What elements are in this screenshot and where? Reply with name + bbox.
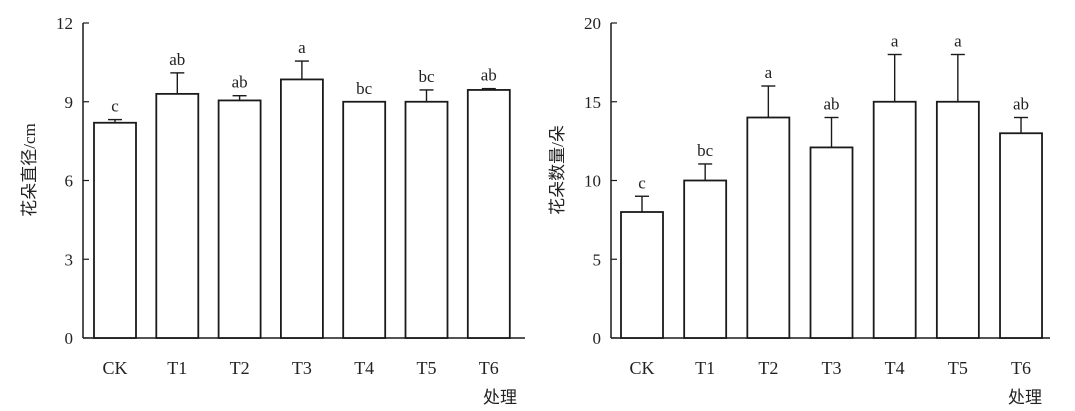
significance-letter-t2: a	[765, 63, 773, 82]
bar-t6	[999, 132, 1043, 339]
bar-ck	[93, 121, 137, 339]
x-tick-label-t6: T6	[1011, 358, 1031, 378]
count-chart: 0 5 10 15 20 花朵数量/朵 c CK bc T1 a T2 ab T3 a T4 a T5 ab T6 处理	[548, 14, 1050, 407]
x-tick-label-t4: T4	[354, 358, 374, 378]
bar-t2	[746, 116, 791, 339]
y-axis-label: 花朵直径/cm	[20, 123, 39, 217]
significance-letter-t5: bc	[418, 67, 435, 86]
x-tick-label-t3: T3	[292, 358, 312, 378]
significance-letter-t6: ab	[1013, 95, 1029, 114]
bar-ck	[620, 211, 664, 339]
significance-letter-t4: a	[891, 32, 899, 51]
bar-t2	[217, 99, 262, 339]
bar-t4	[342, 100, 387, 339]
significance-letter-ck: c	[111, 97, 119, 116]
x-tick-label-t5: T5	[948, 358, 968, 378]
bar-t6	[466, 89, 511, 339]
x-axis-label: 处理	[1008, 388, 1042, 407]
significance-letter-t1: ab	[169, 50, 185, 69]
y-tick-label: 10	[584, 172, 601, 191]
y-tick-label: 9	[65, 93, 74, 112]
bar-t3	[279, 78, 324, 339]
bar-t3	[809, 146, 854, 339]
bar-t5	[404, 100, 449, 339]
significance-letter-t1: bc	[697, 141, 714, 160]
x-tick-label-t1: T1	[167, 358, 187, 378]
y-tick-label: 15	[584, 93, 601, 112]
bar-t4	[872, 100, 917, 339]
x-axis-label: 处理	[483, 388, 517, 407]
x-tick-label-t4: T4	[885, 358, 905, 378]
x-tick-label-ck: CK	[629, 358, 654, 378]
significance-letter-t2: ab	[232, 73, 248, 92]
x-tick-label-ck: CK	[102, 358, 127, 378]
y-tick-label: 0	[65, 329, 74, 348]
x-tick-label-t3: T3	[822, 358, 842, 378]
significance-letter-t5: a	[954, 32, 962, 51]
diameter-chart: 0 3 6 9 12 花朵直径/cm c CK ab T1 ab T2 a T3 bc T4 bc T5 ab T6 处…	[20, 14, 525, 407]
y-axis-label: 花朵数量/朵	[548, 125, 567, 215]
significance-letter-t3: a	[298, 38, 306, 57]
y-tick-label: 6	[65, 172, 74, 191]
x-tick-label-t5: T5	[417, 358, 437, 378]
x-tick-label-t2: T2	[230, 358, 250, 378]
x-tick-label-t2: T2	[758, 358, 778, 378]
significance-letter-t3: ab	[823, 95, 839, 114]
x-tick-label-t6: T6	[479, 358, 499, 378]
bar-t5	[935, 100, 980, 339]
y-tick-label: 3	[65, 250, 74, 269]
bar-t1	[683, 179, 728, 339]
bar-t1	[155, 92, 200, 339]
significance-letter-ck: c	[638, 173, 646, 192]
x-tick-label-t1: T1	[695, 358, 715, 378]
y-tick-label: 0	[593, 329, 602, 348]
y-tick-label: 20	[584, 14, 601, 33]
y-tick-label: 5	[593, 250, 602, 269]
significance-letter-t4: bc	[356, 79, 373, 98]
significance-letter-t6: ab	[481, 66, 497, 85]
y-tick-label: 12	[56, 14, 73, 33]
